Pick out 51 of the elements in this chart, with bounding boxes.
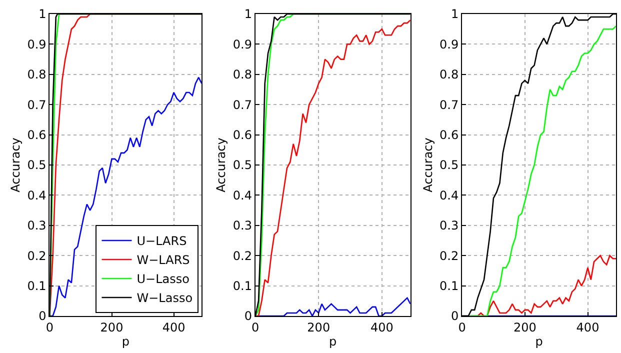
- line-series: [50, 76, 202, 316]
- y-tick-label: 0.7: [27, 98, 46, 112]
- y-tick-label: 0.3: [440, 218, 459, 233]
- y-tick-label: 0.5: [27, 158, 46, 172]
- y-tick-label: 0.7: [440, 98, 459, 112]
- y-tick-label: 0.2: [232, 248, 252, 263]
- y-tick-label: 1: [244, 7, 252, 22]
- y-tick-label: 0.3: [232, 218, 252, 233]
- y-tick-label: 0.1: [440, 279, 459, 293]
- y-tick-label: 0.5: [440, 158, 459, 172]
- x-axis-title: p: [535, 334, 543, 348]
- y-tick-label: 0.5: [232, 158, 252, 172]
- x-axis-title: p: [329, 334, 337, 348]
- y-tick-label: 0: [450, 309, 459, 324]
- x-tick-label: 200: [100, 320, 124, 334]
- legend-label: W−Lasso: [136, 291, 193, 306]
- y-tick-label: 0.3: [27, 218, 46, 233]
- y-tick-label: 0.9: [232, 37, 252, 52]
- y-tick-label: 0.2: [440, 248, 459, 263]
- legend-label: W−LARS: [136, 253, 190, 268]
- x-axis-title: p: [122, 334, 130, 348]
- y-axis-title: Accuracy: [214, 138, 228, 192]
- y-tick-label: 0.4: [440, 188, 459, 202]
- y-tick-label: 1: [38, 7, 46, 22]
- y-tick-label: 0.8: [232, 68, 252, 82]
- y-axis-title: Accuracy: [420, 138, 435, 192]
- legend-label: U−LARS: [136, 234, 187, 248]
- x-tick-label: 400: [576, 320, 600, 334]
- legend-label: U−Lasso: [136, 272, 190, 286]
- x-tick-label: 200: [307, 320, 330, 334]
- y-tick-label: 0.6: [232, 128, 252, 142]
- y-tick-label: 0.8: [27, 68, 46, 82]
- y-tick-label: 0.7: [232, 98, 252, 112]
- y-tick-label: 1: [450, 7, 459, 22]
- y-tick-label: 0.6: [27, 128, 46, 142]
- y-axis-title: Accuracy: [8, 138, 23, 192]
- line-series: [50, 14, 202, 316]
- y-tick-label: 0.4: [232, 188, 252, 202]
- y-tick-label: 0.1: [232, 279, 252, 293]
- y-tick-label: 0: [244, 309, 252, 324]
- x-tick-label: 400: [370, 320, 394, 334]
- y-tick-label: 0.9: [27, 37, 46, 52]
- x-tick-label: 400: [162, 320, 186, 334]
- y-tick-label: 0: [38, 309, 46, 324]
- y-tick-label: 0.6: [440, 128, 459, 142]
- y-tick-label: 0.2: [27, 248, 46, 263]
- y-tick-label: 0.8: [440, 68, 459, 82]
- y-tick-label: 0.1: [27, 279, 46, 293]
- x-tick-label: 200: [513, 320, 536, 334]
- y-tick-label: 0.4: [27, 188, 46, 202]
- y-tick-label: 0.9: [440, 37, 459, 52]
